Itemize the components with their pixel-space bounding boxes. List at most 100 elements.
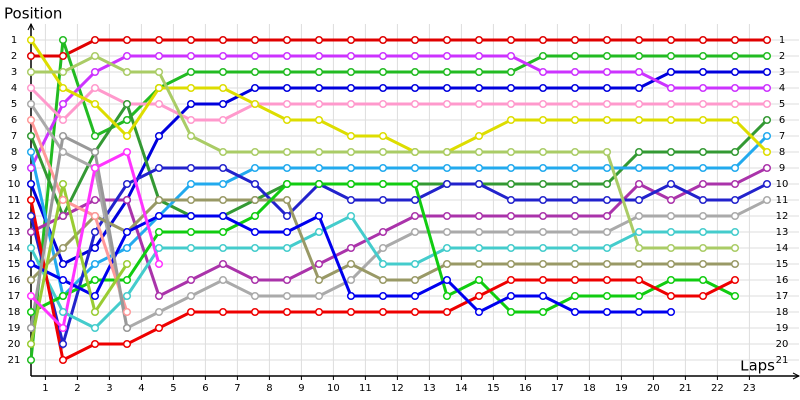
point (314, 51, 324, 61)
point (666, 163, 676, 173)
point (378, 179, 388, 189)
point (602, 179, 612, 189)
point (698, 179, 708, 189)
y-tick-label-right: 3 (779, 67, 785, 78)
point (58, 323, 68, 333)
point (58, 35, 68, 45)
point (602, 195, 612, 205)
point (442, 51, 452, 61)
point (666, 51, 676, 61)
point (282, 35, 292, 45)
point (698, 211, 708, 221)
point (506, 275, 516, 285)
point (314, 99, 324, 109)
point (250, 307, 260, 317)
point (186, 195, 196, 205)
point (570, 99, 580, 109)
point (474, 163, 484, 173)
y-tick-label-right: 12 (776, 211, 789, 222)
point (314, 211, 324, 221)
point (538, 259, 548, 269)
point (506, 83, 516, 93)
point (762, 83, 772, 93)
point (314, 147, 324, 157)
y-tick-label-right: 11 (776, 195, 789, 206)
point (122, 147, 132, 157)
y-tick-label-right: 20 (776, 339, 789, 350)
y-tick-label-right: 6 (779, 115, 785, 126)
point (570, 163, 580, 173)
point (538, 83, 548, 93)
point (250, 83, 260, 93)
point (570, 83, 580, 93)
point (346, 67, 356, 77)
point (314, 163, 324, 173)
point (154, 131, 164, 141)
point (186, 291, 196, 301)
point (122, 99, 132, 109)
point (410, 195, 420, 205)
point (666, 227, 676, 237)
point (346, 83, 356, 93)
point (90, 195, 100, 205)
point (474, 211, 484, 221)
point (378, 99, 388, 109)
point (762, 67, 772, 77)
point (58, 51, 68, 61)
point (410, 259, 420, 269)
point (154, 307, 164, 317)
point (698, 291, 708, 301)
point (282, 195, 292, 205)
point (378, 147, 388, 157)
point (154, 195, 164, 205)
y-tick-label: 16 (8, 275, 21, 286)
point (26, 243, 36, 253)
point (730, 291, 740, 301)
point (570, 307, 580, 317)
point (250, 147, 260, 157)
point (474, 131, 484, 141)
point (250, 275, 260, 285)
point (314, 67, 324, 77)
x-tick-label: 14 (455, 383, 468, 394)
point (90, 227, 100, 237)
point (378, 131, 388, 141)
point (218, 67, 228, 77)
point (282, 179, 292, 189)
point (602, 227, 612, 237)
point (58, 259, 68, 269)
point (90, 99, 100, 109)
x-tick-label: 22 (711, 383, 724, 394)
y-tick-label: 10 (8, 179, 21, 190)
y-tick-label-right: 13 (776, 227, 789, 238)
axis-arrow (27, 22, 35, 31)
y-tick-label: 11 (8, 195, 21, 206)
point (378, 307, 388, 317)
point (602, 51, 612, 61)
x-tick-label: 13 (423, 383, 436, 394)
point (282, 163, 292, 173)
y-tick-label-right: 14 (776, 243, 789, 254)
point (346, 259, 356, 269)
point (346, 275, 356, 285)
point (282, 83, 292, 93)
point (442, 35, 452, 45)
point (570, 211, 580, 221)
point (666, 67, 676, 77)
point (26, 147, 36, 157)
point (474, 147, 484, 157)
point (122, 259, 132, 269)
point (282, 307, 292, 317)
point (122, 275, 132, 285)
point (474, 99, 484, 109)
point (506, 227, 516, 237)
point (730, 179, 740, 189)
point (538, 147, 548, 157)
x-tick-label: 23 (743, 383, 756, 394)
point (666, 275, 676, 285)
point (410, 307, 420, 317)
point (730, 147, 740, 157)
point (634, 99, 644, 109)
point (698, 83, 708, 93)
point (378, 291, 388, 301)
